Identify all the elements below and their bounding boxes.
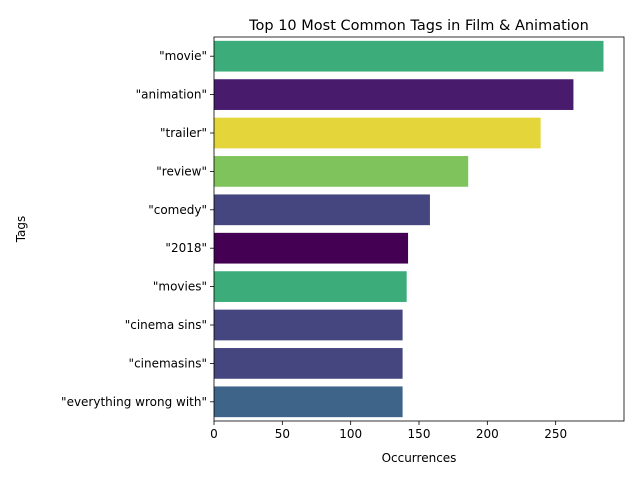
y-tick-label-1: "animation" <box>136 88 207 102</box>
bar-5 <box>214 232 409 264</box>
bar-3 <box>214 156 469 187</box>
y-tick-label-3: "review" <box>156 164 207 178</box>
bar-7 <box>214 309 403 341</box>
y-tick-label-5: "2018" <box>165 241 207 255</box>
bar-4 <box>214 194 430 226</box>
bar-6 <box>214 271 407 302</box>
x-tick-label-4: 200 <box>476 427 499 441</box>
x-axis-label: Occurrences <box>382 451 457 465</box>
y-axis-label: Tags <box>14 216 28 244</box>
y-tick-label-7: "cinema sins" <box>125 318 207 332</box>
bar-9 <box>214 386 403 418</box>
x-tick-label-3: 150 <box>408 427 431 441</box>
plot-frame <box>213 36 625 422</box>
x-tick-label-0: 0 <box>210 427 218 441</box>
plot-area: "movie" "animation" "trailer" "review" "come… <box>61 36 625 441</box>
y-tick-label-9: "everything wrong with" <box>61 395 207 409</box>
bar-8 <box>214 348 403 379</box>
y-tick-label-4: "comedy" <box>148 203 207 217</box>
chart-title: Top 10 Most Common Tags in Film & Animat… <box>248 18 589 34</box>
bar-1 <box>214 79 574 110</box>
x-tick-label-1: 50 <box>275 427 290 441</box>
bar-2 <box>214 117 541 149</box>
x-tick-label-2: 100 <box>339 427 362 441</box>
x-tick-label-5: 250 <box>544 427 567 441</box>
bar-0 <box>214 40 604 72</box>
y-tick-label-0: "movie" <box>159 49 207 63</box>
y-tick-label-6: "movies" <box>153 280 207 294</box>
y-tick-label-2: "trailer" <box>160 126 207 140</box>
y-tick-label-8: "cinemasins" <box>129 356 207 370</box>
